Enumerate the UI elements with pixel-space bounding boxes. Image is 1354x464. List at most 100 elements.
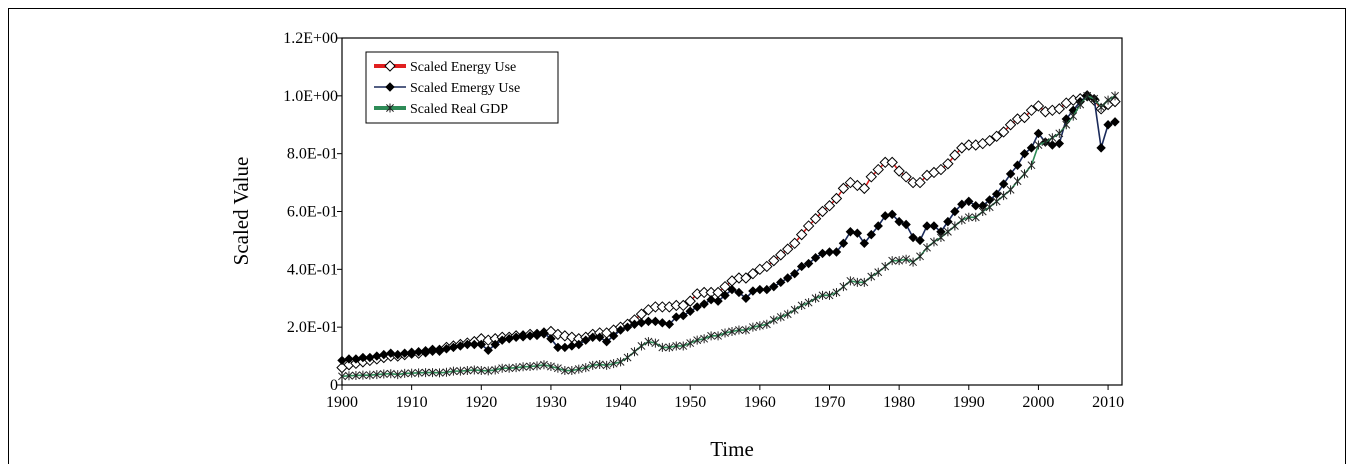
marker xyxy=(1032,100,1045,112)
marker xyxy=(491,365,500,375)
marker xyxy=(644,337,653,347)
marker xyxy=(936,233,945,243)
marker xyxy=(427,345,438,356)
marker xyxy=(1019,148,1030,159)
y-tick-label: 0 xyxy=(330,377,338,394)
marker xyxy=(358,370,367,380)
marker xyxy=(692,302,702,312)
marker xyxy=(837,182,850,195)
marker xyxy=(658,342,667,352)
marker xyxy=(1069,111,1078,121)
marker xyxy=(886,156,898,169)
x-tick-label: 1950 xyxy=(674,394,706,411)
marker xyxy=(783,273,793,283)
marker xyxy=(567,366,576,376)
marker xyxy=(990,130,1003,143)
marker xyxy=(895,256,904,266)
marker xyxy=(365,370,374,380)
marker xyxy=(803,258,814,269)
marker xyxy=(783,309,792,319)
marker xyxy=(1109,95,1121,108)
marker xyxy=(490,339,500,350)
marker xyxy=(830,192,843,205)
x-tick-label: 1940 xyxy=(605,394,637,411)
marker xyxy=(816,205,829,218)
marker xyxy=(775,249,787,261)
marker xyxy=(594,332,605,342)
marker xyxy=(831,247,842,257)
x-tick-label: 1920 xyxy=(465,394,497,411)
figure-frame xyxy=(8,8,1346,464)
marker xyxy=(1097,102,1106,112)
marker xyxy=(735,325,743,335)
x-axis-title: Time xyxy=(710,437,754,461)
marker xyxy=(997,126,1010,138)
marker xyxy=(865,171,877,183)
marker xyxy=(379,369,388,379)
marker xyxy=(811,293,820,303)
marker xyxy=(824,247,835,257)
marker xyxy=(588,360,597,370)
marker xyxy=(998,179,1009,189)
marker xyxy=(916,251,924,261)
marker xyxy=(1027,160,1036,170)
marker xyxy=(345,371,353,381)
marker xyxy=(1041,137,1050,147)
marker xyxy=(1083,91,1092,101)
marker xyxy=(845,227,856,237)
marker xyxy=(1110,117,1120,127)
plot-area: 0 2.0E-01 4.0E-01 6.0E-01 8.0E-01 1.0E+00 1.2E… xyxy=(283,30,1124,411)
legend: Scaled Energy Use Scaled Emergy Use Scaled… xyxy=(365,51,559,124)
marker xyxy=(1090,94,1099,104)
x-tick-label: 1910 xyxy=(396,394,428,411)
marker xyxy=(930,237,938,247)
marker xyxy=(428,368,437,378)
marker xyxy=(707,331,716,341)
marker xyxy=(741,325,750,335)
marker xyxy=(747,267,759,280)
marker xyxy=(595,359,604,369)
marker xyxy=(902,254,911,264)
marker xyxy=(943,216,953,227)
marker xyxy=(706,294,716,305)
marker xyxy=(469,339,480,350)
marker xyxy=(893,165,905,177)
marker xyxy=(699,299,709,309)
x-tick-label: 2010 xyxy=(1092,394,1124,411)
marker xyxy=(463,366,472,376)
marker xyxy=(665,342,674,352)
marker xyxy=(623,353,632,363)
marker xyxy=(1034,140,1043,150)
marker xyxy=(909,257,918,267)
marker xyxy=(748,322,757,332)
marker xyxy=(686,338,695,348)
marker xyxy=(581,363,590,373)
marker xyxy=(768,254,780,267)
marker xyxy=(796,261,807,272)
marker xyxy=(858,182,871,195)
marker xyxy=(650,316,661,327)
marker xyxy=(825,290,834,300)
marker xyxy=(637,341,646,351)
marker xyxy=(908,232,918,243)
x-tick-label: 2000 xyxy=(1022,394,1054,411)
marker xyxy=(1033,128,1044,139)
marker xyxy=(935,163,947,176)
marker xyxy=(630,347,639,357)
marker xyxy=(574,364,583,374)
marker xyxy=(782,243,794,255)
marker xyxy=(539,328,549,338)
legend-marker xyxy=(384,60,396,72)
marker xyxy=(727,284,737,295)
marker xyxy=(657,318,668,328)
marker xyxy=(971,212,980,222)
marker xyxy=(983,134,996,147)
marker xyxy=(790,305,799,315)
marker xyxy=(762,319,771,329)
marker xyxy=(755,284,765,295)
marker xyxy=(338,371,346,381)
marker xyxy=(894,216,904,227)
marker xyxy=(804,298,813,308)
